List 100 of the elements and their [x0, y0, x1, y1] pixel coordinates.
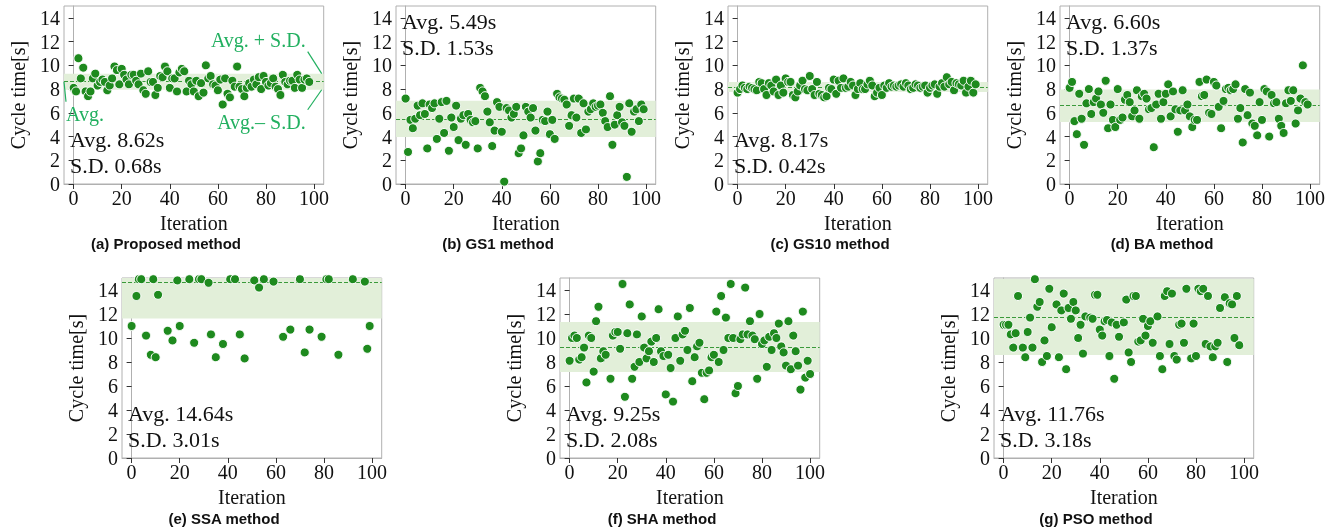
x-tick-label: 20	[169, 461, 190, 483]
annotation: S.D. 2.08s	[566, 426, 658, 452]
x-tick-label: 100	[631, 187, 662, 209]
y-axis-title: Cycle time[s]	[503, 313, 526, 423]
y-tick-label: 14	[1036, 6, 1056, 29]
y-tick-label: 2	[108, 423, 118, 445]
point	[162, 325, 173, 336]
point	[258, 274, 269, 285]
x-tick-label: 80	[255, 187, 276, 209]
y-tick-label: 0	[108, 447, 118, 469]
y-axis-title: Cycle time[s]	[65, 313, 88, 423]
annotation: Avg. 6.60s	[1066, 8, 1161, 34]
x-axis-title: Iteration	[1089, 485, 1158, 508]
annotation: S.D. 1.53s	[402, 34, 494, 60]
point	[167, 335, 178, 346]
point	[362, 343, 373, 354]
y-tick-label: 12	[536, 303, 556, 325]
y-tick-label: 12	[40, 30, 60, 53]
y-tick-label: 2	[1046, 149, 1056, 172]
x-tick-label: 20	[111, 187, 132, 209]
x-tick-label: 100	[299, 187, 330, 209]
y-tick-label: 2	[382, 149, 392, 172]
x-tick-label: 80	[1185, 461, 1206, 483]
x-tick-label: 0	[68, 187, 79, 209]
y-tick-label: 4	[980, 399, 990, 421]
x-tick-label: 20	[1107, 187, 1128, 209]
point	[268, 276, 279, 287]
y-tick-label: 0	[546, 447, 556, 469]
y-tick-label: 4	[50, 125, 60, 148]
y-tick-label: 10	[704, 54, 724, 77]
y-tick-label: 2	[546, 423, 556, 445]
x-axis-title: Iteration	[823, 211, 892, 234]
text: (b) GS1 method	[442, 235, 554, 252]
y-tick-label: 6	[980, 375, 990, 397]
y-tick-label: 6	[714, 101, 724, 124]
y-tick-label: 0	[980, 447, 990, 469]
annotation: Avg. 11.76s	[1000, 400, 1105, 426]
x-tick-label: 40	[1155, 187, 1176, 209]
annotation: S.D. 0.42s	[734, 152, 826, 178]
point	[249, 275, 260, 286]
y-tick-label: 8	[50, 78, 60, 101]
y-tick-label: 14	[372, 6, 392, 29]
annotation: Avg.	[66, 102, 104, 126]
x-tick-label: 100	[1295, 187, 1326, 209]
y-axis-title: Cycle time[s]	[1003, 40, 1026, 150]
point	[278, 331, 289, 342]
point	[239, 353, 250, 364]
point	[347, 274, 358, 285]
x-tick-label: 60	[265, 461, 286, 483]
x-tick-label: 60	[1137, 461, 1158, 483]
annotation: S.D. 1.37s	[1066, 34, 1158, 60]
y-tick-label: 0	[714, 173, 724, 195]
annotation: Avg. + S.D.	[210, 28, 306, 52]
y-tick-label: 12	[970, 303, 990, 325]
x-tick-label: 0	[400, 187, 411, 209]
point	[174, 321, 185, 331]
x-tick-label: 0	[1064, 187, 1075, 209]
point	[205, 329, 216, 340]
point	[333, 349, 344, 360]
text: (f) SHA method	[607, 510, 717, 527]
y-axis-title: Cycle time[s]	[339, 40, 362, 150]
y-tick-label: 12	[372, 30, 392, 53]
x-axis-title: Iteration	[491, 211, 560, 234]
point	[364, 321, 375, 331]
x-tick-label: 40	[655, 461, 676, 483]
y-axis-title: Cycle time[s]	[7, 40, 30, 150]
x-tick-label: 20	[443, 187, 464, 209]
annotation: Avg. 8.62s	[70, 126, 165, 152]
y-tick-label: 12	[98, 303, 118, 325]
y-tick-label: 12	[1036, 30, 1056, 53]
y-tick-label: 4	[108, 399, 118, 421]
x-axis-title: Iteration	[1155, 211, 1224, 234]
point	[184, 274, 195, 285]
y-axis-title: Cycle time[s]	[937, 313, 960, 423]
x-tick-label: 60	[871, 187, 892, 209]
x-tick-label: 100	[963, 187, 994, 209]
y-tick-label: 14	[536, 279, 556, 301]
annotation: S.D. 3.01s	[128, 426, 220, 452]
point	[304, 324, 315, 335]
y-tick-label: 6	[382, 101, 392, 124]
y-tick-label: 4	[1046, 125, 1056, 148]
annotation: Avg. 5.49s	[402, 8, 497, 34]
x-tick-label: 80	[751, 461, 772, 483]
point	[294, 274, 305, 285]
y-tick-label: 14	[704, 6, 724, 29]
x-axis-title: Iteration	[217, 485, 286, 508]
y-tick-label: 8	[382, 78, 392, 101]
text: (e) SSA method	[168, 510, 280, 527]
y-tick-label: 14	[98, 279, 118, 301]
y-tick-label: 6	[1046, 101, 1056, 124]
y-tick-label: 0	[382, 173, 392, 195]
x-tick-label: 20	[775, 187, 796, 209]
point	[316, 331, 327, 342]
annotation: Avg. 9.25s	[566, 400, 661, 426]
point	[299, 347, 310, 358]
y-tick-label: 2	[980, 423, 990, 445]
y-tick-label: 8	[714, 78, 724, 101]
point	[148, 274, 159, 285]
y-tick-label: 10	[1036, 54, 1056, 77]
point	[203, 277, 214, 288]
